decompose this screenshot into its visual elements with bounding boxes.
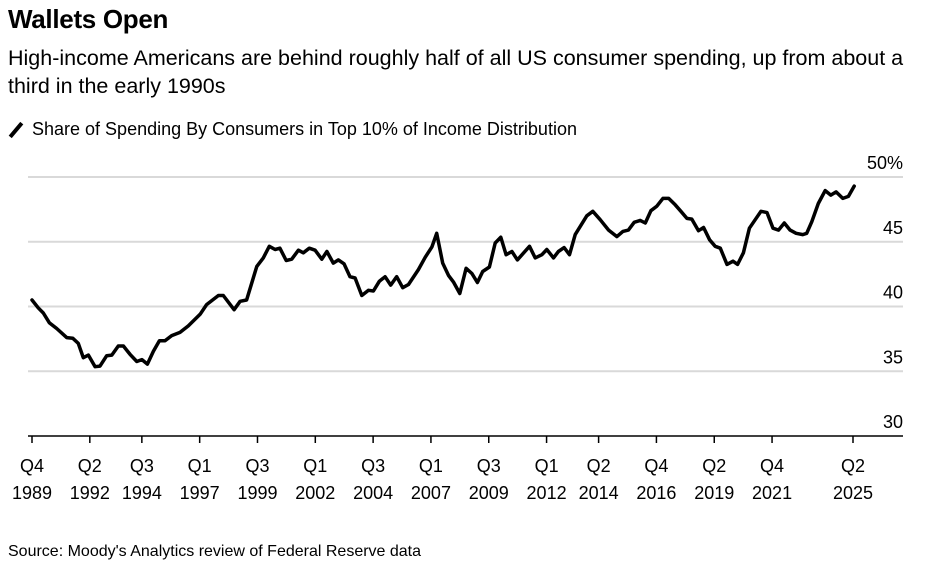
x-tick-year: 2019	[694, 483, 734, 503]
chart-title: Wallets Open	[8, 4, 169, 34]
source-note: Source: Moody's Analytics review of Fede…	[8, 543, 422, 560]
x-tick-quarter: Q1	[419, 456, 443, 476]
x-tick-year: 1992	[70, 483, 110, 503]
chart-subtitle: High-income Americans are behind roughly…	[8, 46, 904, 98]
x-tick-year: 2009	[469, 483, 509, 503]
x-tick-year: 1994	[122, 483, 162, 503]
x-tick-year: 2016	[636, 483, 676, 503]
x-tick-quarter: Q2	[78, 456, 102, 476]
x-tick-quarter: Q3	[130, 456, 154, 476]
series-line-top-10-share	[30, 184, 856, 369]
x-tick-year: 1999	[237, 483, 277, 503]
legend-label: Share of Spending By Consumers in Top 10…	[32, 119, 577, 139]
x-tick-quarter: Q3	[245, 456, 269, 476]
x-tick-quarter: Q1	[188, 456, 212, 476]
x-tick-year: 1989	[12, 483, 52, 503]
x-tick-year: 2025	[833, 483, 873, 503]
x-tick-quarter: Q2	[702, 456, 726, 476]
x-tick-quarter: Q1	[303, 456, 327, 476]
y-tick-label: 30	[883, 412, 903, 432]
x-tick-quarter: Q4	[20, 456, 44, 476]
x-tick-year: 2002	[295, 483, 335, 503]
x-tick-quarter: Q4	[644, 456, 668, 476]
y-tick-label: 35	[883, 347, 903, 367]
x-tick-quarter: Q3	[361, 456, 385, 476]
x-tick-quarter: Q2	[841, 456, 865, 476]
x-tick-year: 1997	[180, 483, 220, 503]
x-tick-year: 2021	[752, 483, 792, 503]
y-tick-label: 50%	[867, 153, 903, 173]
x-tick-year: 2007	[411, 483, 451, 503]
x-tick-year: 2014	[579, 483, 619, 503]
x-tick-quarter: Q2	[587, 456, 611, 476]
x-tick-year: 2012	[527, 483, 567, 503]
x-tick-quarter: Q3	[477, 456, 501, 476]
x-tick-year: 2004	[353, 483, 393, 503]
legend: Share of Spending By Consumers in Top 10…	[8, 119, 577, 140]
y-tick-label: 45	[883, 218, 903, 238]
x-tick-quarter: Q1	[535, 456, 559, 476]
x-tick-quarter: Q4	[760, 456, 784, 476]
y-tick-label: 40	[883, 283, 903, 303]
